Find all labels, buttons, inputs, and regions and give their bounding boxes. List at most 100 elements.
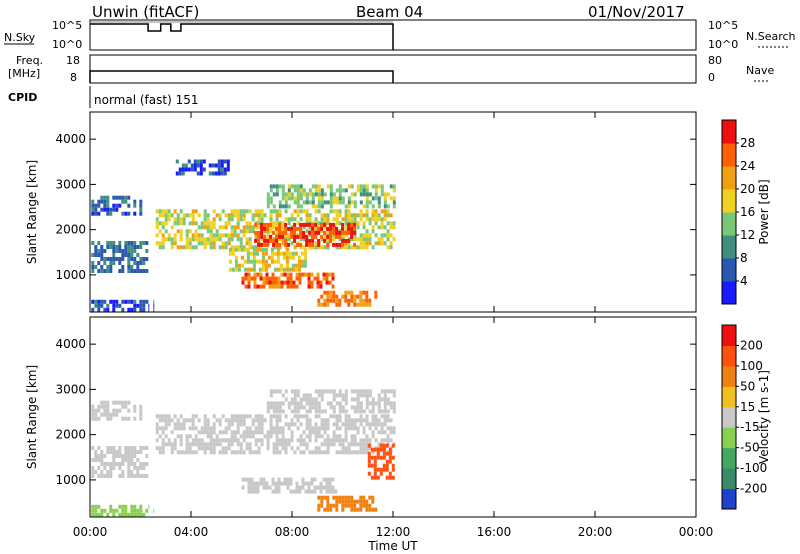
heatmap-cell <box>269 422 273 427</box>
heatmap-cell <box>273 259 277 264</box>
heatmap-cell <box>127 249 131 253</box>
heatmap-cell <box>288 255 292 260</box>
heatmap-cell <box>203 430 207 435</box>
heatmap-cell <box>347 200 351 205</box>
heatmap-cell <box>299 397 303 402</box>
heatmap-cell <box>275 192 279 197</box>
heatmap-cell <box>112 466 116 470</box>
heatmap-cell <box>239 209 243 214</box>
heatmap-cell <box>193 163 197 168</box>
heatmap-cell <box>274 485 278 490</box>
heatmap-cell <box>234 247 238 252</box>
heatmap-cell <box>287 422 291 427</box>
heatmap-cell <box>383 217 387 222</box>
heatmap-cell <box>317 230 321 235</box>
heatmap-cell <box>94 470 98 474</box>
heatmap-cell <box>194 233 198 238</box>
heatmap-cell <box>121 458 125 462</box>
heatmap-cell <box>359 499 363 504</box>
heatmap-cell <box>284 233 288 238</box>
heatmap-cell <box>332 414 336 419</box>
heatmap-cell <box>251 245 255 250</box>
heatmap-cell <box>112 450 116 454</box>
freq-tick-top: 18 <box>66 54 80 67</box>
heatmap-cell <box>272 401 276 406</box>
heatmap-cell <box>118 450 122 454</box>
heatmap-cell <box>202 167 206 172</box>
heatmap-cell <box>392 237 396 242</box>
heatmap-cell <box>127 446 131 450</box>
heatmap-cell <box>133 261 137 265</box>
heatmap-cell <box>185 229 189 234</box>
heatmap-cell <box>221 245 225 250</box>
heatmap-cell <box>383 204 387 209</box>
colorbar-tick-label: 15 <box>740 400 755 414</box>
heatmap-cell <box>277 280 281 285</box>
heatmap-cell <box>277 284 281 289</box>
heatmap-cell <box>347 213 351 218</box>
heatmap-cell <box>118 474 122 478</box>
heatmap-cell <box>308 397 312 402</box>
heatmap-cell <box>371 430 375 435</box>
heatmap-cell <box>185 434 189 439</box>
heatmap-cell <box>91 203 95 208</box>
heatmap-cell <box>338 499 342 504</box>
heatmap-cell <box>133 450 137 454</box>
heatmap-cell <box>218 442 222 447</box>
heatmap-cell <box>311 192 315 197</box>
heatmap-cell <box>136 450 140 454</box>
heatmap-cell <box>100 512 104 517</box>
heatmap-cell <box>209 434 213 439</box>
heatmap-cell <box>338 495 342 500</box>
heatmap-cell <box>325 280 329 285</box>
heatmap-cell <box>380 217 384 222</box>
heatmap-cell <box>266 222 270 227</box>
heatmap-cell <box>285 255 289 260</box>
heatmap-cell <box>368 302 372 307</box>
data-gap <box>149 357 154 517</box>
heatmap-cell <box>365 450 369 455</box>
heatmap-cell <box>311 245 315 250</box>
heatmap-cell <box>191 213 195 218</box>
heatmap-cell <box>320 418 324 423</box>
heatmap-cell <box>275 184 279 189</box>
heatmap-cell <box>323 302 327 307</box>
heatmap-cell <box>359 450 363 455</box>
heatmap-cell <box>290 430 294 435</box>
heatmap-cell <box>386 213 390 218</box>
heatmap-cell <box>181 167 185 172</box>
heatmap-cell <box>212 414 216 419</box>
heatmap-cell <box>332 389 336 394</box>
heatmap-cell <box>242 450 246 455</box>
x-tick-label: 20:00 <box>578 525 613 539</box>
heatmap-cell <box>374 233 378 238</box>
heatmap-cell <box>320 499 324 504</box>
freq-series-line <box>89 70 394 83</box>
heatmap-cell <box>311 405 315 410</box>
heatmap-cell <box>311 430 315 435</box>
heatmap-cell <box>308 242 312 247</box>
heatmap-cell <box>341 499 345 504</box>
heatmap-cell <box>304 489 308 494</box>
heatmap-cell <box>365 192 369 197</box>
heatmap-cell <box>185 446 189 451</box>
heatmap-cell <box>389 245 393 250</box>
heatmap-cell <box>170 446 174 451</box>
heatmap-cell <box>347 209 351 214</box>
heatmap-cell <box>280 280 284 285</box>
heatmap-cell <box>257 221 261 226</box>
heatmap-cell <box>380 225 384 230</box>
heatmap-cell <box>380 192 384 197</box>
heatmap-cell <box>377 204 381 209</box>
heatmap-cell <box>347 418 351 423</box>
heatmap-cell <box>94 512 98 517</box>
heatmap-cell <box>296 209 300 214</box>
heatmap-cell <box>356 397 360 402</box>
heatmap-cell <box>257 438 261 443</box>
heatmap-cell <box>252 259 256 264</box>
heatmap-cell <box>302 450 306 455</box>
colorbar-swatch <box>722 325 736 346</box>
heatmap-cell <box>279 267 283 272</box>
heatmap-cell <box>319 481 323 486</box>
